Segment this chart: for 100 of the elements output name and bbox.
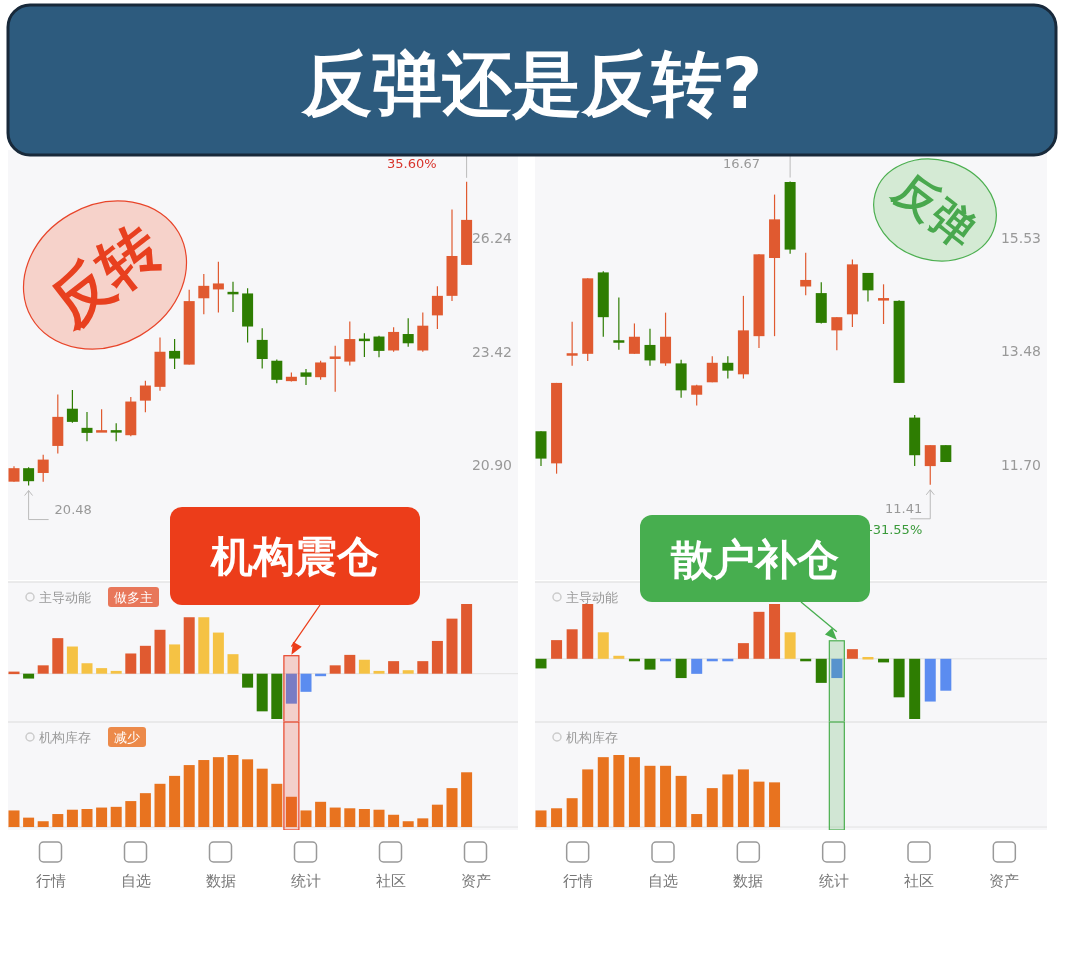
bar [344, 808, 356, 827]
bar [613, 755, 625, 827]
y-tick-label: 15.53 [1000, 230, 1041, 247]
annotation: 11.41 [885, 500, 923, 516]
bar [924, 658, 936, 702]
candlestick [66, 389, 78, 424]
candlestick [373, 335, 385, 358]
bar [417, 661, 429, 674]
bar [227, 755, 239, 827]
bar [737, 769, 749, 827]
bar [388, 814, 400, 827]
candlestick [23, 466, 35, 487]
candlestick [37, 454, 49, 483]
bar [96, 807, 108, 827]
bar [37, 665, 49, 674]
candlestick [139, 380, 151, 413]
y-tick-label: 13.48 [1000, 343, 1041, 360]
bar [446, 788, 458, 827]
bar [402, 670, 414, 674]
bar [660, 765, 672, 827]
annotation: 散户补仓 [670, 534, 839, 584]
text: 统计 [290, 872, 321, 890]
annotation: 16.67 [722, 155, 761, 171]
bar [431, 804, 443, 827]
candlestick [613, 296, 625, 351]
candlestick [831, 316, 843, 351]
bar [373, 809, 385, 827]
bar [769, 604, 781, 659]
candlestick [388, 326, 400, 353]
bar [125, 801, 137, 827]
bar [551, 808, 563, 827]
bar [644, 765, 656, 827]
bar [597, 757, 609, 827]
text: 反弹还是反转? [299, 43, 763, 125]
bar [566, 629, 578, 659]
bar [183, 617, 195, 674]
chart-title: 机构库存 [39, 730, 91, 745]
bar [675, 775, 687, 827]
bar [8, 810, 20, 827]
bar [644, 658, 656, 670]
candlestick [315, 360, 327, 381]
bar [846, 649, 858, 659]
bar [388, 661, 400, 674]
candlestick [256, 327, 268, 370]
y-tick-label: 11.70 [1000, 456, 1041, 473]
annotation: 反转 [35, 210, 174, 341]
bar [212, 757, 224, 827]
bar [446, 618, 458, 674]
bar [96, 668, 108, 674]
bar [551, 640, 563, 659]
text: 数据 [733, 872, 764, 890]
bar [66, 809, 78, 827]
bar [691, 658, 703, 674]
bar [81, 663, 93, 674]
text: 社区 [375, 872, 406, 890]
bar [139, 793, 151, 827]
candlestick [300, 368, 312, 386]
text: 行情 [562, 872, 593, 890]
bar [461, 772, 473, 827]
candlestick [198, 273, 210, 315]
bar [285, 796, 297, 827]
bar [893, 658, 905, 698]
bar [329, 807, 341, 827]
bar [23, 817, 35, 827]
y-tick-label: 20.90 [471, 457, 512, 474]
bar [315, 801, 327, 827]
y-tick-label: 23.42 [471, 343, 512, 360]
bar [212, 632, 224, 674]
bar [358, 809, 370, 827]
bar [402, 821, 414, 827]
candlestick [329, 345, 341, 393]
bar [784, 632, 796, 659]
text: 自选 [648, 872, 678, 890]
bar [154, 783, 166, 827]
bar [256, 768, 268, 827]
candlestick [344, 320, 356, 367]
candlestick [628, 322, 640, 355]
y-tick-label: 26.24 [471, 230, 513, 247]
bar [582, 604, 594, 659]
bar [52, 814, 64, 827]
bar [753, 611, 765, 659]
bar [183, 765, 195, 827]
bar [125, 653, 137, 674]
candlestick [169, 338, 181, 370]
candlestick [110, 422, 122, 442]
text: 资产 [460, 872, 491, 890]
bar [329, 665, 341, 674]
bar [285, 673, 297, 704]
bar [373, 670, 385, 674]
candlestick [431, 285, 443, 330]
text: 资产 [989, 872, 1020, 890]
bar [198, 617, 210, 674]
bar [139, 645, 151, 674]
bar [242, 673, 254, 688]
text: 自选 [120, 872, 151, 890]
bar [110, 670, 122, 674]
chart-title: 主导动能 [566, 590, 618, 605]
candlestick [96, 408, 108, 433]
bar [300, 810, 312, 827]
bar [815, 658, 827, 683]
